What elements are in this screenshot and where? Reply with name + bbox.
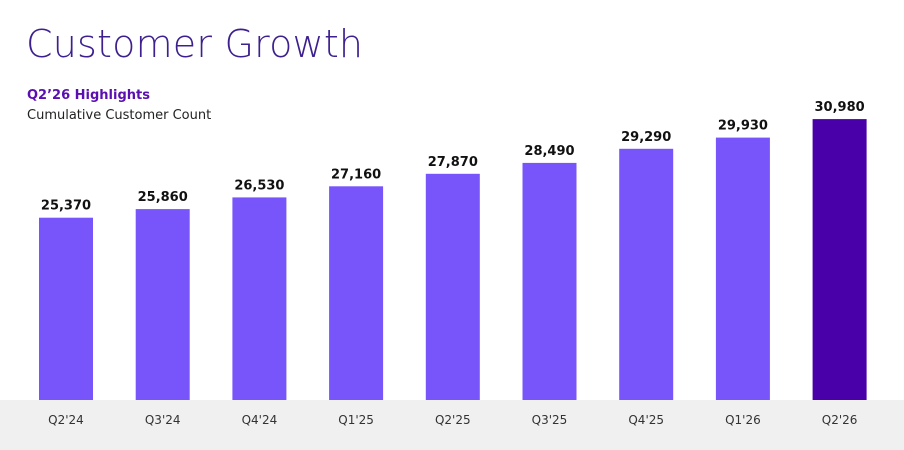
data-label: 25,860 bbox=[138, 190, 188, 205]
x-tick-label: Q1'26 bbox=[725, 413, 761, 427]
bar-q325 bbox=[522, 162, 577, 400]
bar-q226 bbox=[812, 119, 867, 400]
data-label: 29,290 bbox=[621, 130, 671, 145]
x-tick-label: Q3'24 bbox=[145, 413, 181, 427]
data-label: 30,980 bbox=[815, 100, 865, 115]
x-tick-label: Q3'25 bbox=[532, 413, 568, 427]
data-label: 28,490 bbox=[524, 144, 574, 159]
metric-label: Cumulative Customer Count bbox=[27, 108, 212, 123]
data-label: 26,530 bbox=[234, 178, 284, 193]
x-axis-band bbox=[0, 400, 904, 450]
chart-subtitle: Q2’26 Highlights bbox=[27, 88, 150, 103]
x-tick-label: Q4'25 bbox=[628, 413, 664, 427]
bar-q425 bbox=[619, 148, 674, 400]
x-tick-label: Q1'25 bbox=[338, 413, 374, 427]
data-label: 27,160 bbox=[331, 167, 381, 182]
bar-q125 bbox=[329, 186, 384, 400]
data-label: 29,930 bbox=[718, 119, 768, 134]
x-tick-label: Q2'24 bbox=[48, 413, 84, 427]
x-tick-label: Q2'25 bbox=[435, 413, 471, 427]
page-title: Customer Growth bbox=[26, 22, 364, 66]
bar-q224 bbox=[39, 217, 93, 400]
data-label: 27,870 bbox=[428, 155, 478, 170]
bar-q225 bbox=[425, 173, 480, 400]
bar-q126 bbox=[715, 137, 770, 400]
bar-q424 bbox=[232, 197, 287, 400]
x-tick-label: Q4'24 bbox=[242, 413, 278, 427]
data-label: 25,370 bbox=[41, 199, 91, 214]
x-tick-label: Q2'26 bbox=[822, 413, 858, 427]
bar-q324 bbox=[135, 209, 190, 400]
